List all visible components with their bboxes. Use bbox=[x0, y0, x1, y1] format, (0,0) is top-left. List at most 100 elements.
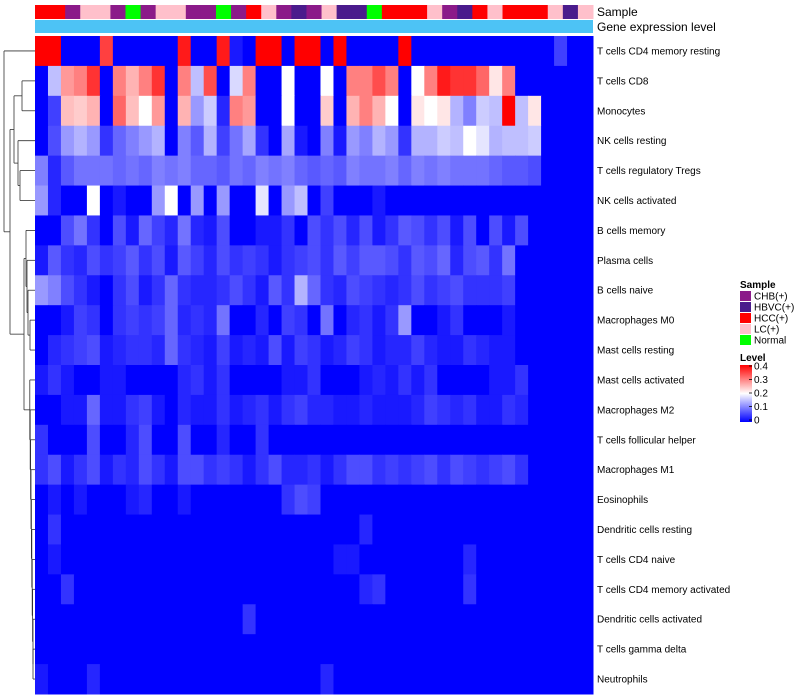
heatmap-cell bbox=[35, 245, 49, 276]
heatmap-cell bbox=[86, 95, 101, 127]
heatmap-cell bbox=[541, 335, 555, 366]
heatmap-cell bbox=[320, 65, 334, 97]
heatmap-cell bbox=[320, 125, 334, 157]
heatmap-cell bbox=[151, 305, 166, 336]
heatmap-cell bbox=[437, 634, 451, 665]
heatmap-cell bbox=[242, 454, 257, 486]
heatmap-cell bbox=[73, 604, 88, 635]
heatmap-cell bbox=[190, 65, 205, 97]
heatmap-cell bbox=[398, 155, 412, 187]
heatmap-cell bbox=[177, 185, 192, 216]
heatmap-cell bbox=[580, 454, 594, 486]
heatmap-cell bbox=[385, 365, 399, 396]
heatmap-cell bbox=[580, 155, 594, 187]
heatmap-cell bbox=[229, 454, 244, 486]
heatmap-cell bbox=[177, 275, 192, 306]
heatmap-cell bbox=[528, 394, 542, 426]
heatmap-cell bbox=[255, 185, 270, 216]
heatmap-cell bbox=[112, 65, 127, 97]
heatmap-cell bbox=[151, 574, 166, 605]
heatmap-cell bbox=[333, 95, 347, 127]
sample-annotation-cell bbox=[336, 5, 353, 19]
sample-annotation-cell bbox=[457, 5, 473, 19]
row-label: Dendritic cells resting bbox=[597, 525, 692, 536]
heatmap-cell bbox=[35, 275, 49, 306]
heatmap-cell bbox=[580, 36, 594, 67]
heatmap-cell bbox=[554, 245, 568, 276]
heatmap-cell bbox=[60, 36, 75, 67]
heatmap-cell bbox=[437, 95, 451, 127]
heatmap-cell bbox=[424, 484, 438, 516]
heatmap-cell bbox=[580, 544, 594, 575]
heatmap-cell bbox=[333, 574, 347, 605]
heatmap-cell bbox=[320, 36, 334, 67]
heatmap-cell bbox=[60, 65, 75, 97]
heatmap-cell bbox=[528, 215, 542, 246]
heatmap-cell bbox=[398, 574, 412, 605]
heatmap-cell bbox=[281, 394, 296, 426]
heatmap-cell bbox=[372, 95, 386, 127]
row-label: T cells regulatory Tregs bbox=[597, 166, 701, 177]
heatmap-cell bbox=[346, 664, 360, 695]
sample-annotation-cell bbox=[412, 5, 428, 19]
heatmap-cell bbox=[567, 245, 581, 276]
heatmap-cell bbox=[554, 95, 568, 127]
heatmap-cell bbox=[541, 245, 555, 276]
heatmap-cell bbox=[73, 544, 88, 575]
heatmap-cell bbox=[567, 544, 581, 575]
heatmap-cell bbox=[255, 215, 270, 246]
heatmap-cell bbox=[86, 125, 101, 157]
heatmap-cell bbox=[411, 664, 425, 695]
heatmap-cell bbox=[372, 125, 386, 157]
heatmap-cell bbox=[463, 574, 477, 605]
heatmap-cell bbox=[359, 335, 373, 366]
heatmap-cell bbox=[99, 454, 114, 486]
heatmap-cell bbox=[372, 245, 386, 276]
heatmap-cell bbox=[47, 245, 62, 276]
heatmap-cell bbox=[320, 484, 334, 516]
heatmap-cell bbox=[567, 484, 581, 516]
heatmap-cell bbox=[541, 484, 555, 516]
heatmap-cell bbox=[242, 424, 257, 456]
heatmap-cell bbox=[190, 365, 205, 396]
heatmap-cell bbox=[60, 185, 75, 216]
heatmap-cell bbox=[281, 95, 296, 127]
heatmap-cell bbox=[502, 664, 516, 695]
heatmap-cell bbox=[294, 514, 309, 545]
legend-tick-label: 0.2 bbox=[754, 389, 768, 400]
heatmap-cell bbox=[450, 454, 464, 486]
heatmap-cell bbox=[60, 574, 75, 605]
heatmap-cell bbox=[528, 185, 542, 216]
heatmap-cell bbox=[125, 36, 140, 67]
heatmap-cell bbox=[281, 604, 296, 635]
heatmap-cell bbox=[333, 454, 347, 486]
heatmap-cell bbox=[333, 634, 347, 665]
heatmap-cell bbox=[86, 574, 101, 605]
heatmap-cell bbox=[242, 514, 257, 545]
heatmap-cell bbox=[515, 365, 529, 396]
heatmap-cell bbox=[372, 215, 386, 246]
heatmap-cell bbox=[164, 394, 179, 426]
heatmap-cell bbox=[138, 544, 153, 575]
heatmap-cell bbox=[138, 664, 153, 695]
heatmap-cell bbox=[320, 335, 334, 366]
heatmap-cell bbox=[320, 365, 334, 396]
heatmap-cell bbox=[307, 275, 321, 306]
heatmap-cell bbox=[35, 574, 49, 605]
heatmap-cell bbox=[190, 424, 205, 456]
heatmap-cell bbox=[281, 544, 296, 575]
heatmap-cell bbox=[346, 514, 360, 545]
heatmap-cell bbox=[320, 424, 334, 456]
heatmap-cell bbox=[60, 424, 75, 456]
heatmap-cell bbox=[203, 634, 218, 665]
heatmap-cell bbox=[489, 215, 503, 246]
heatmap-cell bbox=[541, 275, 555, 306]
heatmap-cell bbox=[333, 65, 347, 97]
heatmap-cell bbox=[177, 634, 192, 665]
heatmap-cell bbox=[541, 95, 555, 127]
heatmap-cell bbox=[502, 514, 516, 545]
heatmap-cell bbox=[463, 305, 477, 336]
heatmap-cell bbox=[541, 394, 555, 426]
heatmap-cell bbox=[229, 514, 244, 545]
heatmap-cell bbox=[437, 604, 451, 635]
